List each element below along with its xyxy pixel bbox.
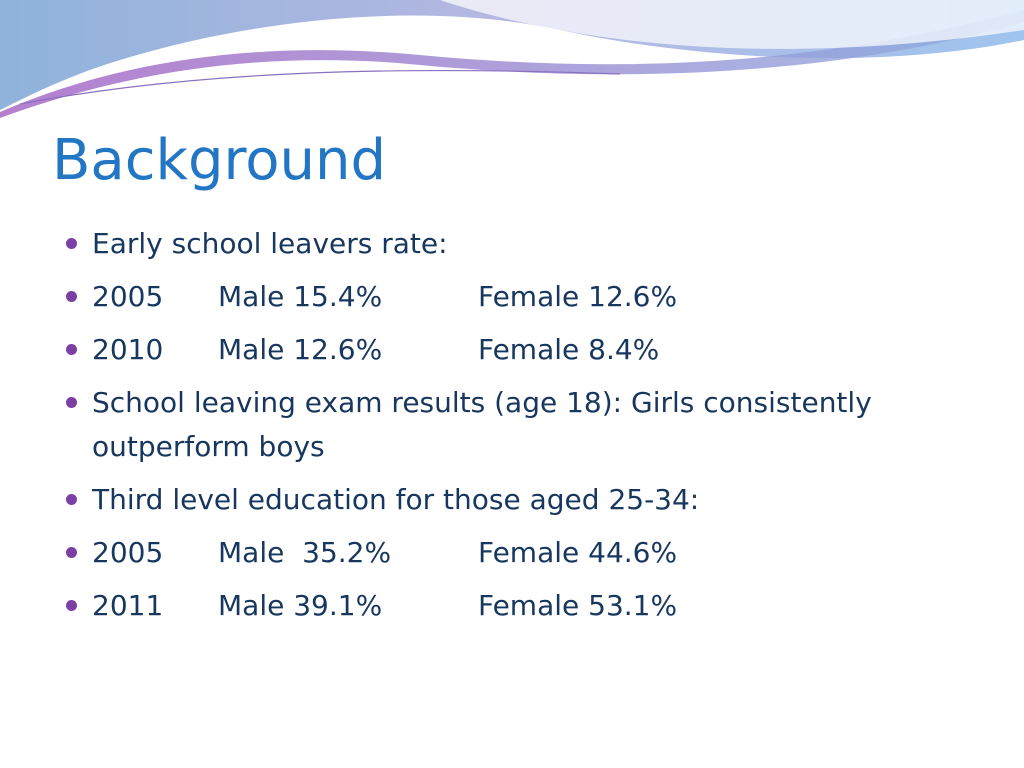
bullet-item: School leaving exam results (age 18): Gi… — [66, 381, 952, 469]
bullet-text: Male 15.4% — [218, 280, 383, 313]
bullet-item: Third level education for those aged 25-… — [66, 478, 952, 522]
bullet-text: Male 35.2% — [218, 536, 392, 569]
bullet-item: 2011 Male 39.1% Female 53.1% — [66, 584, 952, 628]
bullet-text: Female 12.6% — [478, 280, 678, 313]
bullet-text: Male 39.1% — [218, 589, 383, 622]
bullet-item: 2005 Male 35.2% Female 44.6% — [66, 531, 952, 575]
bullet-text: 2011 — [92, 589, 164, 622]
bullet-text: School leaving exam results (age 18): Gi… — [92, 386, 872, 463]
bullet-text: 2005 — [92, 280, 164, 313]
bullet-text: Early school leavers rate: — [92, 227, 448, 260]
bullet-item: Early school leavers rate: — [66, 222, 952, 266]
bullet-list: Early school leavers rate: 2005 Male 15.4%… — [66, 222, 952, 637]
bullet-item: 2005 Male 15.4% Female 12.6% — [66, 275, 952, 319]
bullet-text: Female 53.1% — [478, 589, 678, 622]
bullet-text: Female 8.4% — [478, 333, 660, 366]
header-waves — [0, 0, 1024, 118]
bullet-text: 2005 — [92, 536, 164, 569]
bullet-item: 2010 Male 12.6% Female 8.4% — [66, 328, 952, 372]
bullet-text: Female 44.6% — [478, 536, 678, 569]
bullet-text: Male 12.6% — [218, 333, 383, 366]
slide-title: Background — [52, 128, 387, 193]
bullet-text: 2010 — [92, 333, 164, 366]
bullet-text: Third level education for those aged 25-… — [92, 483, 700, 516]
